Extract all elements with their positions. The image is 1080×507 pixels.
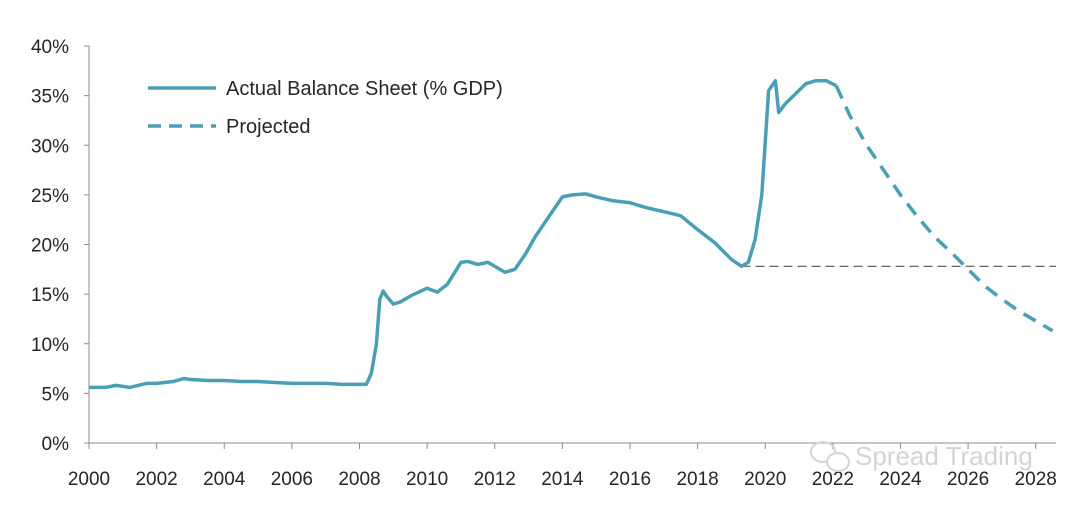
series-line-projected: [834, 84, 1054, 333]
x-tick-label: 2008: [338, 469, 380, 490]
wechat-icon: [810, 441, 850, 472]
x-tick-label: 2020: [744, 469, 786, 490]
legend: Actual Balance Sheet (% GDP) Projected: [148, 78, 503, 138]
x-tick-label: 2002: [135, 469, 177, 490]
x-tick-label: 2012: [474, 469, 516, 490]
watermark: Spread Trading: [810, 441, 1033, 472]
y-tick-label: 5%: [42, 384, 70, 405]
series-line-actual: [89, 78, 837, 390]
x-tick-label: 2024: [879, 469, 922, 490]
y-tick-label: 30%: [31, 136, 69, 157]
legend-actual-label: Actual Balance Sheet (% GDP): [226, 78, 503, 100]
x-tick-label: 2004: [203, 469, 246, 490]
plot-area: [89, 78, 1056, 390]
y-tick-label: 0%: [42, 434, 70, 455]
y-tick-label: 40%: [31, 37, 69, 58]
watermark-text: Spread Trading: [855, 441, 1033, 471]
x-tick-label: 2026: [947, 469, 989, 490]
y-axis: 0% 5% 10% 15% 20% 25% 30% 35% 40%: [31, 37, 90, 455]
y-tick-label: 20%: [31, 236, 69, 257]
x-axis: 2000 2002 2004 2006 2008 2010 2012 2014 2016 2018…: [68, 442, 1057, 490]
legend-projected-label: Projected: [226, 116, 311, 138]
x-tick-label: 2028: [1015, 469, 1057, 490]
y-tick-label: 25%: [31, 186, 69, 207]
x-tick-label: 2000: [68, 469, 110, 490]
x-tick-label: 2006: [271, 469, 313, 490]
x-tick-label: 2018: [676, 469, 718, 490]
y-tick-label: 35%: [31, 87, 69, 108]
y-tick-label: 10%: [31, 335, 69, 356]
x-tick-label: 2014: [541, 469, 584, 490]
y-tick-label: 15%: [31, 285, 69, 306]
x-tick-label: 2016: [609, 469, 651, 490]
x-tick-label: 2022: [812, 469, 854, 490]
x-tick-label: 2010: [406, 469, 448, 490]
